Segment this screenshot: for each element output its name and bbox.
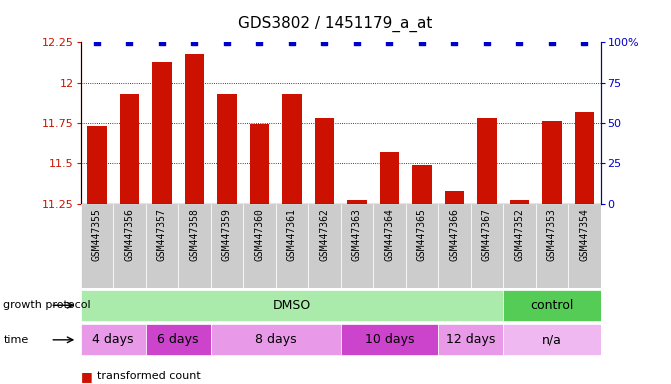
Bar: [185, 53, 204, 204]
Text: 4 days: 4 days: [93, 333, 134, 346]
FancyBboxPatch shape: [405, 204, 438, 288]
FancyBboxPatch shape: [211, 324, 341, 356]
FancyBboxPatch shape: [146, 204, 178, 288]
Bar: [542, 121, 562, 204]
FancyBboxPatch shape: [276, 204, 308, 288]
Bar: [477, 118, 497, 204]
Point: [384, 39, 395, 45]
Point: [417, 39, 427, 45]
Bar: [315, 118, 334, 204]
Text: GSM447367: GSM447367: [482, 208, 492, 261]
FancyBboxPatch shape: [211, 204, 243, 288]
FancyBboxPatch shape: [341, 204, 373, 288]
Bar: [152, 61, 172, 204]
Point: [91, 39, 102, 45]
Text: n/a: n/a: [542, 333, 562, 346]
Point: [287, 39, 297, 45]
Text: 10 days: 10 days: [364, 333, 414, 346]
Bar: [282, 94, 301, 204]
Text: GSM447359: GSM447359: [222, 208, 231, 261]
Bar: [87, 126, 107, 204]
Text: GSM447364: GSM447364: [384, 208, 395, 261]
FancyBboxPatch shape: [503, 324, 601, 356]
Text: GSM447358: GSM447358: [189, 208, 199, 261]
Text: ■: ■: [81, 370, 93, 383]
Bar: [412, 165, 431, 204]
Text: GSM447354: GSM447354: [579, 208, 589, 261]
Text: control: control: [530, 299, 574, 312]
FancyBboxPatch shape: [568, 204, 601, 288]
Point: [221, 39, 232, 45]
FancyBboxPatch shape: [81, 324, 146, 356]
FancyBboxPatch shape: [81, 204, 113, 288]
Text: GSM447365: GSM447365: [417, 208, 427, 261]
Point: [189, 39, 200, 45]
Point: [546, 39, 557, 45]
Bar: [250, 124, 269, 204]
Bar: [217, 94, 236, 204]
FancyBboxPatch shape: [243, 204, 276, 288]
Text: GSM447357: GSM447357: [157, 208, 167, 261]
Bar: [119, 94, 139, 204]
Bar: [380, 152, 399, 204]
Text: GSM447356: GSM447356: [124, 208, 134, 261]
Bar: [574, 112, 594, 204]
Bar: [509, 200, 529, 204]
FancyBboxPatch shape: [470, 204, 503, 288]
FancyBboxPatch shape: [341, 324, 438, 356]
Text: growth protocol: growth protocol: [3, 300, 91, 310]
Bar: [347, 200, 366, 204]
Point: [156, 39, 167, 45]
FancyBboxPatch shape: [535, 204, 568, 288]
Text: time: time: [3, 335, 29, 345]
Text: 12 days: 12 days: [446, 333, 495, 346]
Text: GSM447352: GSM447352: [514, 208, 524, 261]
Text: GSM447361: GSM447361: [287, 208, 297, 261]
FancyBboxPatch shape: [438, 204, 470, 288]
FancyBboxPatch shape: [503, 290, 601, 321]
Point: [579, 39, 590, 45]
Point: [254, 39, 264, 45]
Text: GDS3802 / 1451179_a_at: GDS3802 / 1451179_a_at: [238, 15, 433, 31]
Text: GSM447355: GSM447355: [92, 208, 102, 261]
Text: 8 days: 8 days: [255, 333, 297, 346]
FancyBboxPatch shape: [113, 204, 146, 288]
Text: GSM447363: GSM447363: [352, 208, 362, 261]
FancyBboxPatch shape: [178, 204, 211, 288]
Text: DMSO: DMSO: [272, 299, 311, 312]
Point: [352, 39, 362, 45]
FancyBboxPatch shape: [373, 204, 405, 288]
Point: [124, 39, 135, 45]
Text: GSM447366: GSM447366: [450, 208, 459, 261]
Point: [514, 39, 525, 45]
Bar: [444, 190, 464, 204]
Text: GSM447353: GSM447353: [547, 208, 557, 261]
Point: [449, 39, 460, 45]
Text: 6 days: 6 days: [157, 333, 199, 346]
Text: transformed count: transformed count: [97, 371, 201, 381]
Text: GSM447362: GSM447362: [319, 208, 329, 261]
Text: GSM447360: GSM447360: [254, 208, 264, 261]
FancyBboxPatch shape: [503, 204, 535, 288]
FancyBboxPatch shape: [81, 290, 503, 321]
Point: [319, 39, 329, 45]
FancyBboxPatch shape: [308, 204, 341, 288]
Point: [481, 39, 492, 45]
FancyBboxPatch shape: [146, 324, 211, 356]
FancyBboxPatch shape: [438, 324, 503, 356]
